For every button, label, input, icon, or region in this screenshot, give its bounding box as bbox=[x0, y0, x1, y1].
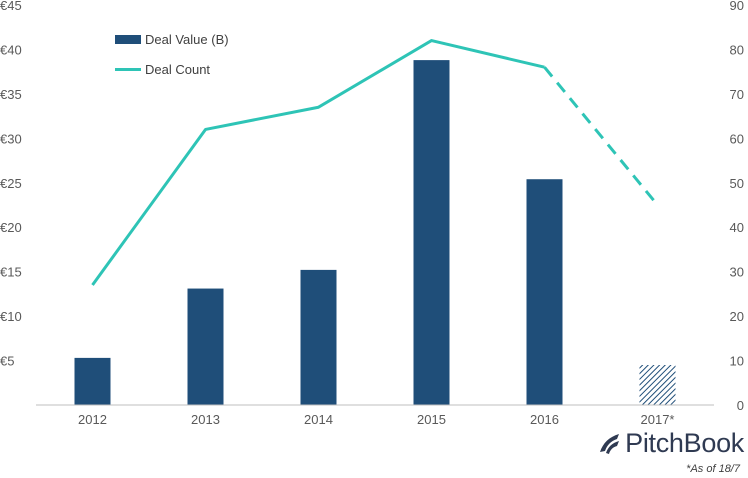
bar bbox=[74, 357, 111, 405]
x-tick-label: 2012 bbox=[78, 412, 107, 427]
legend-swatch-bar bbox=[115, 34, 141, 44]
x-tick-label: 2017* bbox=[641, 412, 675, 427]
x-tick-label: 2016 bbox=[530, 412, 559, 427]
line-path-dashed bbox=[543, 66, 659, 206]
legend-label-deal-count: Deal Count bbox=[145, 61, 211, 77]
x-tick-label: 2013 bbox=[191, 412, 220, 427]
brand-logo: PitchBook bbox=[597, 428, 744, 459]
left-tick-label: €45 bbox=[0, 0, 22, 13]
legend: Deal Value (B) Deal Count bbox=[115, 24, 229, 84]
left-tick-label: €20 bbox=[0, 220, 22, 235]
right-tick-label: 40 bbox=[730, 220, 744, 235]
right-tick-label: 30 bbox=[730, 265, 744, 280]
legend-swatch-line bbox=[115, 67, 141, 71]
x-axis-ticks: 2012 2013 2014 2015 2016 2017* bbox=[78, 412, 674, 427]
bar bbox=[526, 179, 563, 405]
line-series-deal-count bbox=[91, 39, 659, 286]
legend-item-deal-value: Deal Value (B) bbox=[115, 24, 229, 54]
bar bbox=[639, 365, 676, 405]
right-axis-ticks: 0 10 20 30 40 50 60 70 80 90 bbox=[730, 0, 744, 413]
x-tick-label: 2015 bbox=[417, 412, 446, 427]
right-tick-label: 80 bbox=[730, 42, 744, 57]
left-tick-label: €5 bbox=[0, 354, 14, 369]
bar bbox=[300, 269, 337, 405]
right-tick-label: 60 bbox=[730, 131, 744, 146]
left-tick-label: €10 bbox=[0, 309, 22, 324]
right-tick-label: 0 bbox=[737, 398, 744, 413]
line-path-solid bbox=[91, 39, 545, 286]
left-tick-label: €15 bbox=[0, 265, 22, 280]
x-tick-label: 2014 bbox=[304, 412, 333, 427]
right-tick-label: 50 bbox=[730, 176, 744, 191]
bar bbox=[413, 60, 450, 405]
legend-label-deal-value: Deal Value (B) bbox=[145, 31, 229, 47]
brand-name: PitchBook bbox=[625, 428, 744, 458]
left-axis-ticks: €5 €10 €15 €20 €25 €30 €35 €40 €45 bbox=[0, 0, 22, 369]
pitchbook-logo-icon bbox=[600, 433, 620, 454]
left-tick-label: €40 bbox=[0, 42, 22, 57]
right-tick-label: 10 bbox=[730, 354, 744, 369]
footnote: *As of 18/7 bbox=[686, 463, 740, 475]
bar bbox=[187, 288, 224, 405]
bar-series-deal-value bbox=[74, 60, 676, 405]
left-tick-label: €30 bbox=[0, 131, 22, 146]
legend-item-deal-count: Deal Count bbox=[115, 54, 229, 84]
right-tick-label: 20 bbox=[730, 309, 744, 324]
left-tick-label: €35 bbox=[0, 87, 22, 102]
right-tick-label: 90 bbox=[730, 0, 744, 13]
left-tick-label: €25 bbox=[0, 176, 22, 191]
right-tick-label: 70 bbox=[730, 87, 744, 102]
